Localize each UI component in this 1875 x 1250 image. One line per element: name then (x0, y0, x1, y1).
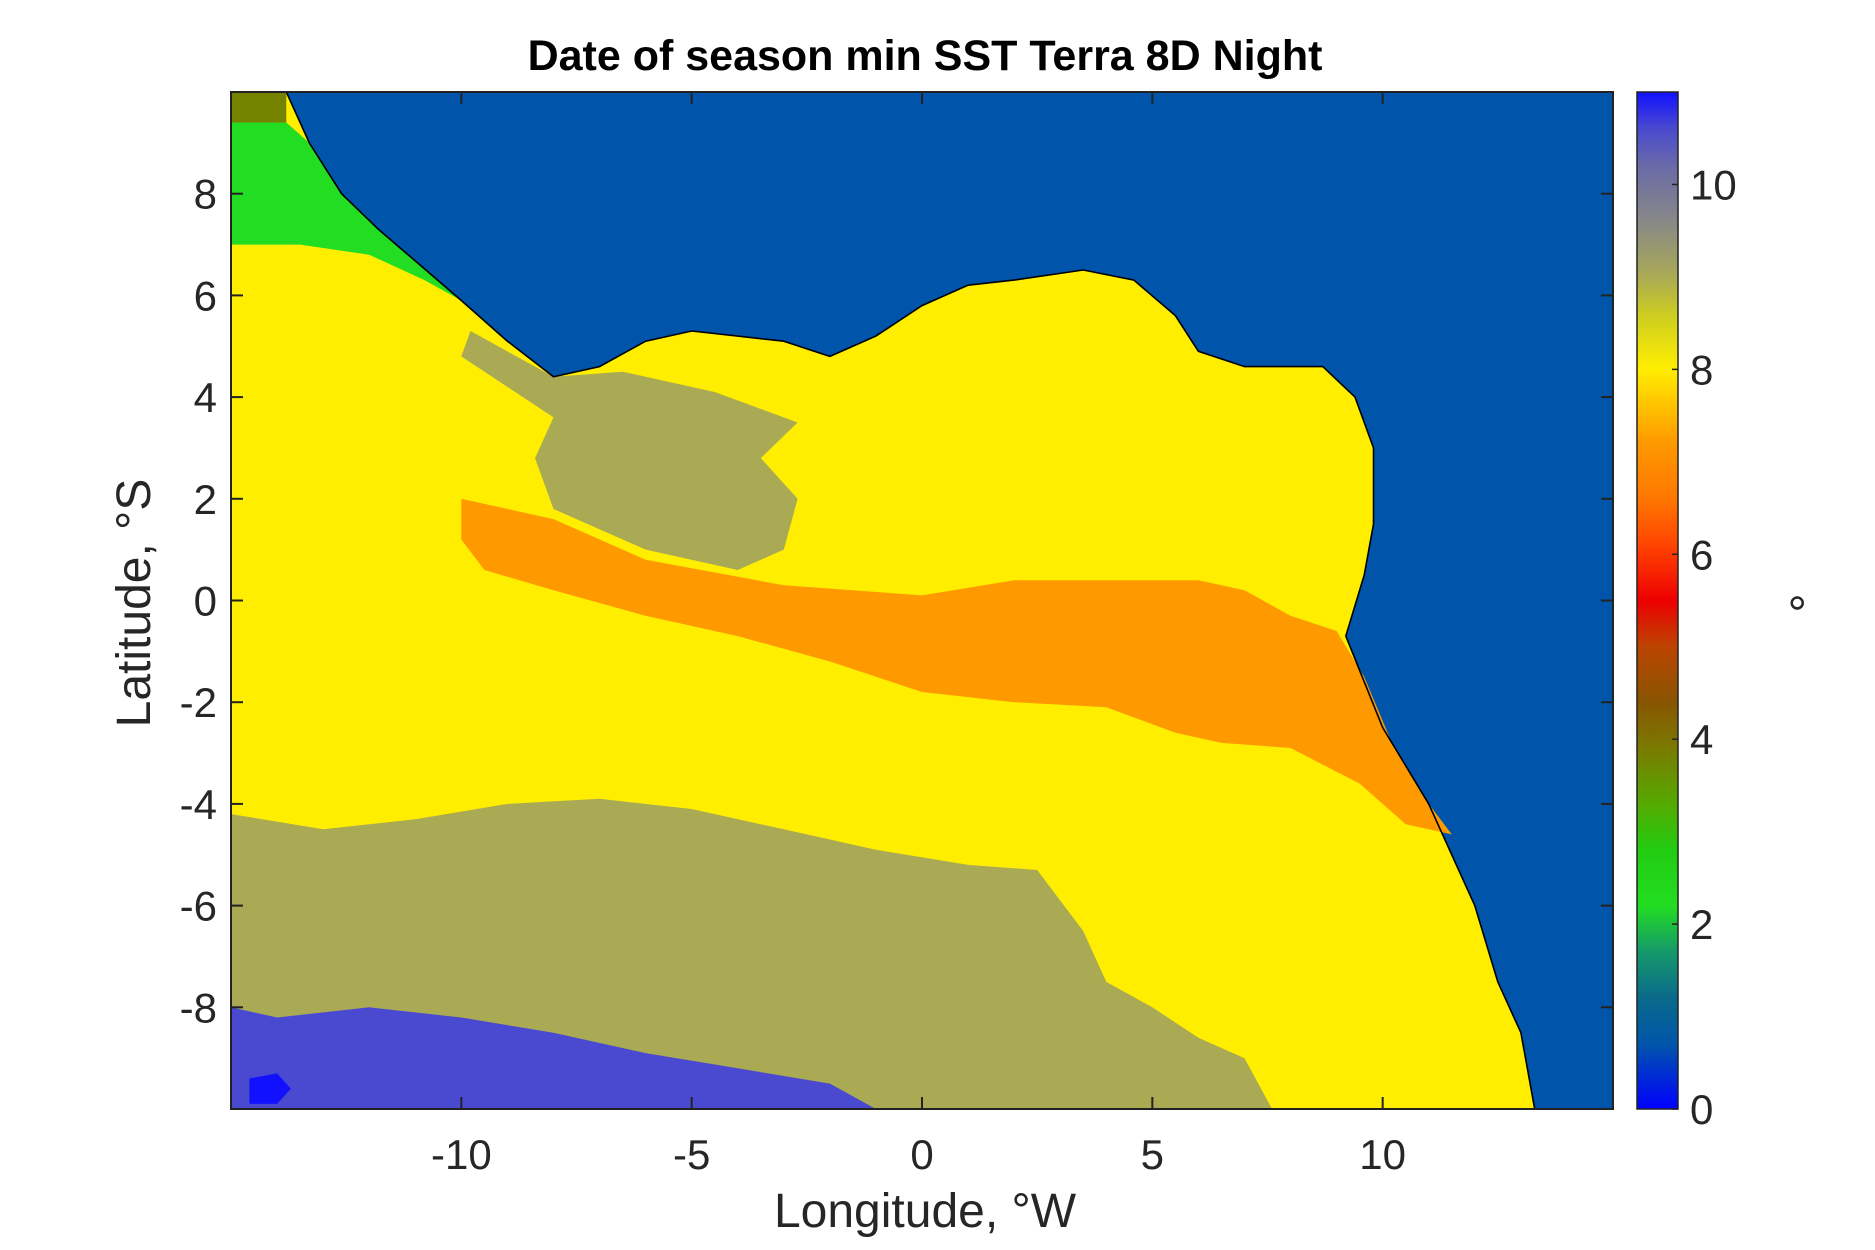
y-tick-label: 2 (194, 476, 217, 523)
colorbar-tick-label: 4 (1690, 716, 1713, 763)
y-tick-label: -2 (180, 679, 217, 726)
coastline (285, 92, 1536, 1109)
value-region-0 (231, 92, 287, 123)
value-region-3 (461, 498, 1452, 835)
x-tick-label: 10 (1359, 1131, 1406, 1178)
y-tick-label: -4 (180, 781, 217, 828)
y-axis: -8 -6 -4 -2 0 2 4 6 8 (180, 171, 1613, 1031)
colorbar-gradient (1636, 91, 1679, 1110)
colorbar-tick-label: 8 (1690, 346, 1713, 393)
y-tick-label: -8 (180, 984, 217, 1031)
y-tick-label: 4 (194, 374, 217, 421)
colorbar: 0 2 4 6 8 10 (1636, 91, 1737, 1133)
colorbar-label: ° (1759, 593, 1812, 612)
value-region-2 (461, 331, 798, 570)
colorbar-tick-label: 6 (1690, 531, 1713, 578)
value-region-5 (231, 1007, 876, 1109)
colorbar-tick-label: 0 (1690, 1086, 1713, 1133)
y-tick-label: -6 (180, 883, 217, 930)
x-tick-label: 5 (1141, 1131, 1164, 1178)
value-region-1 (231, 122, 462, 301)
value-region-6 (249, 1073, 291, 1104)
y-tick-label: 6 (194, 272, 217, 319)
y-tick-label: 8 (194, 171, 217, 218)
x-tick-label: -10 (431, 1131, 492, 1178)
y-axis-label: Latitude, °S (108, 479, 161, 728)
x-axis: -10 -5 0 5 10 (431, 92, 1406, 1178)
x-tick-label: 0 (910, 1131, 933, 1178)
y-tick-label: 0 (194, 578, 217, 625)
x-tick-label: -5 (673, 1131, 710, 1178)
colorbar-tick-label: 2 (1690, 901, 1713, 948)
colorbar-tick-label: 10 (1690, 161, 1737, 208)
plot-area (231, 92, 1613, 1109)
x-axis-label: Longitude, °W (774, 1185, 1077, 1238)
chart-title: Date of season min SST Terra 8D Night (528, 32, 1323, 80)
